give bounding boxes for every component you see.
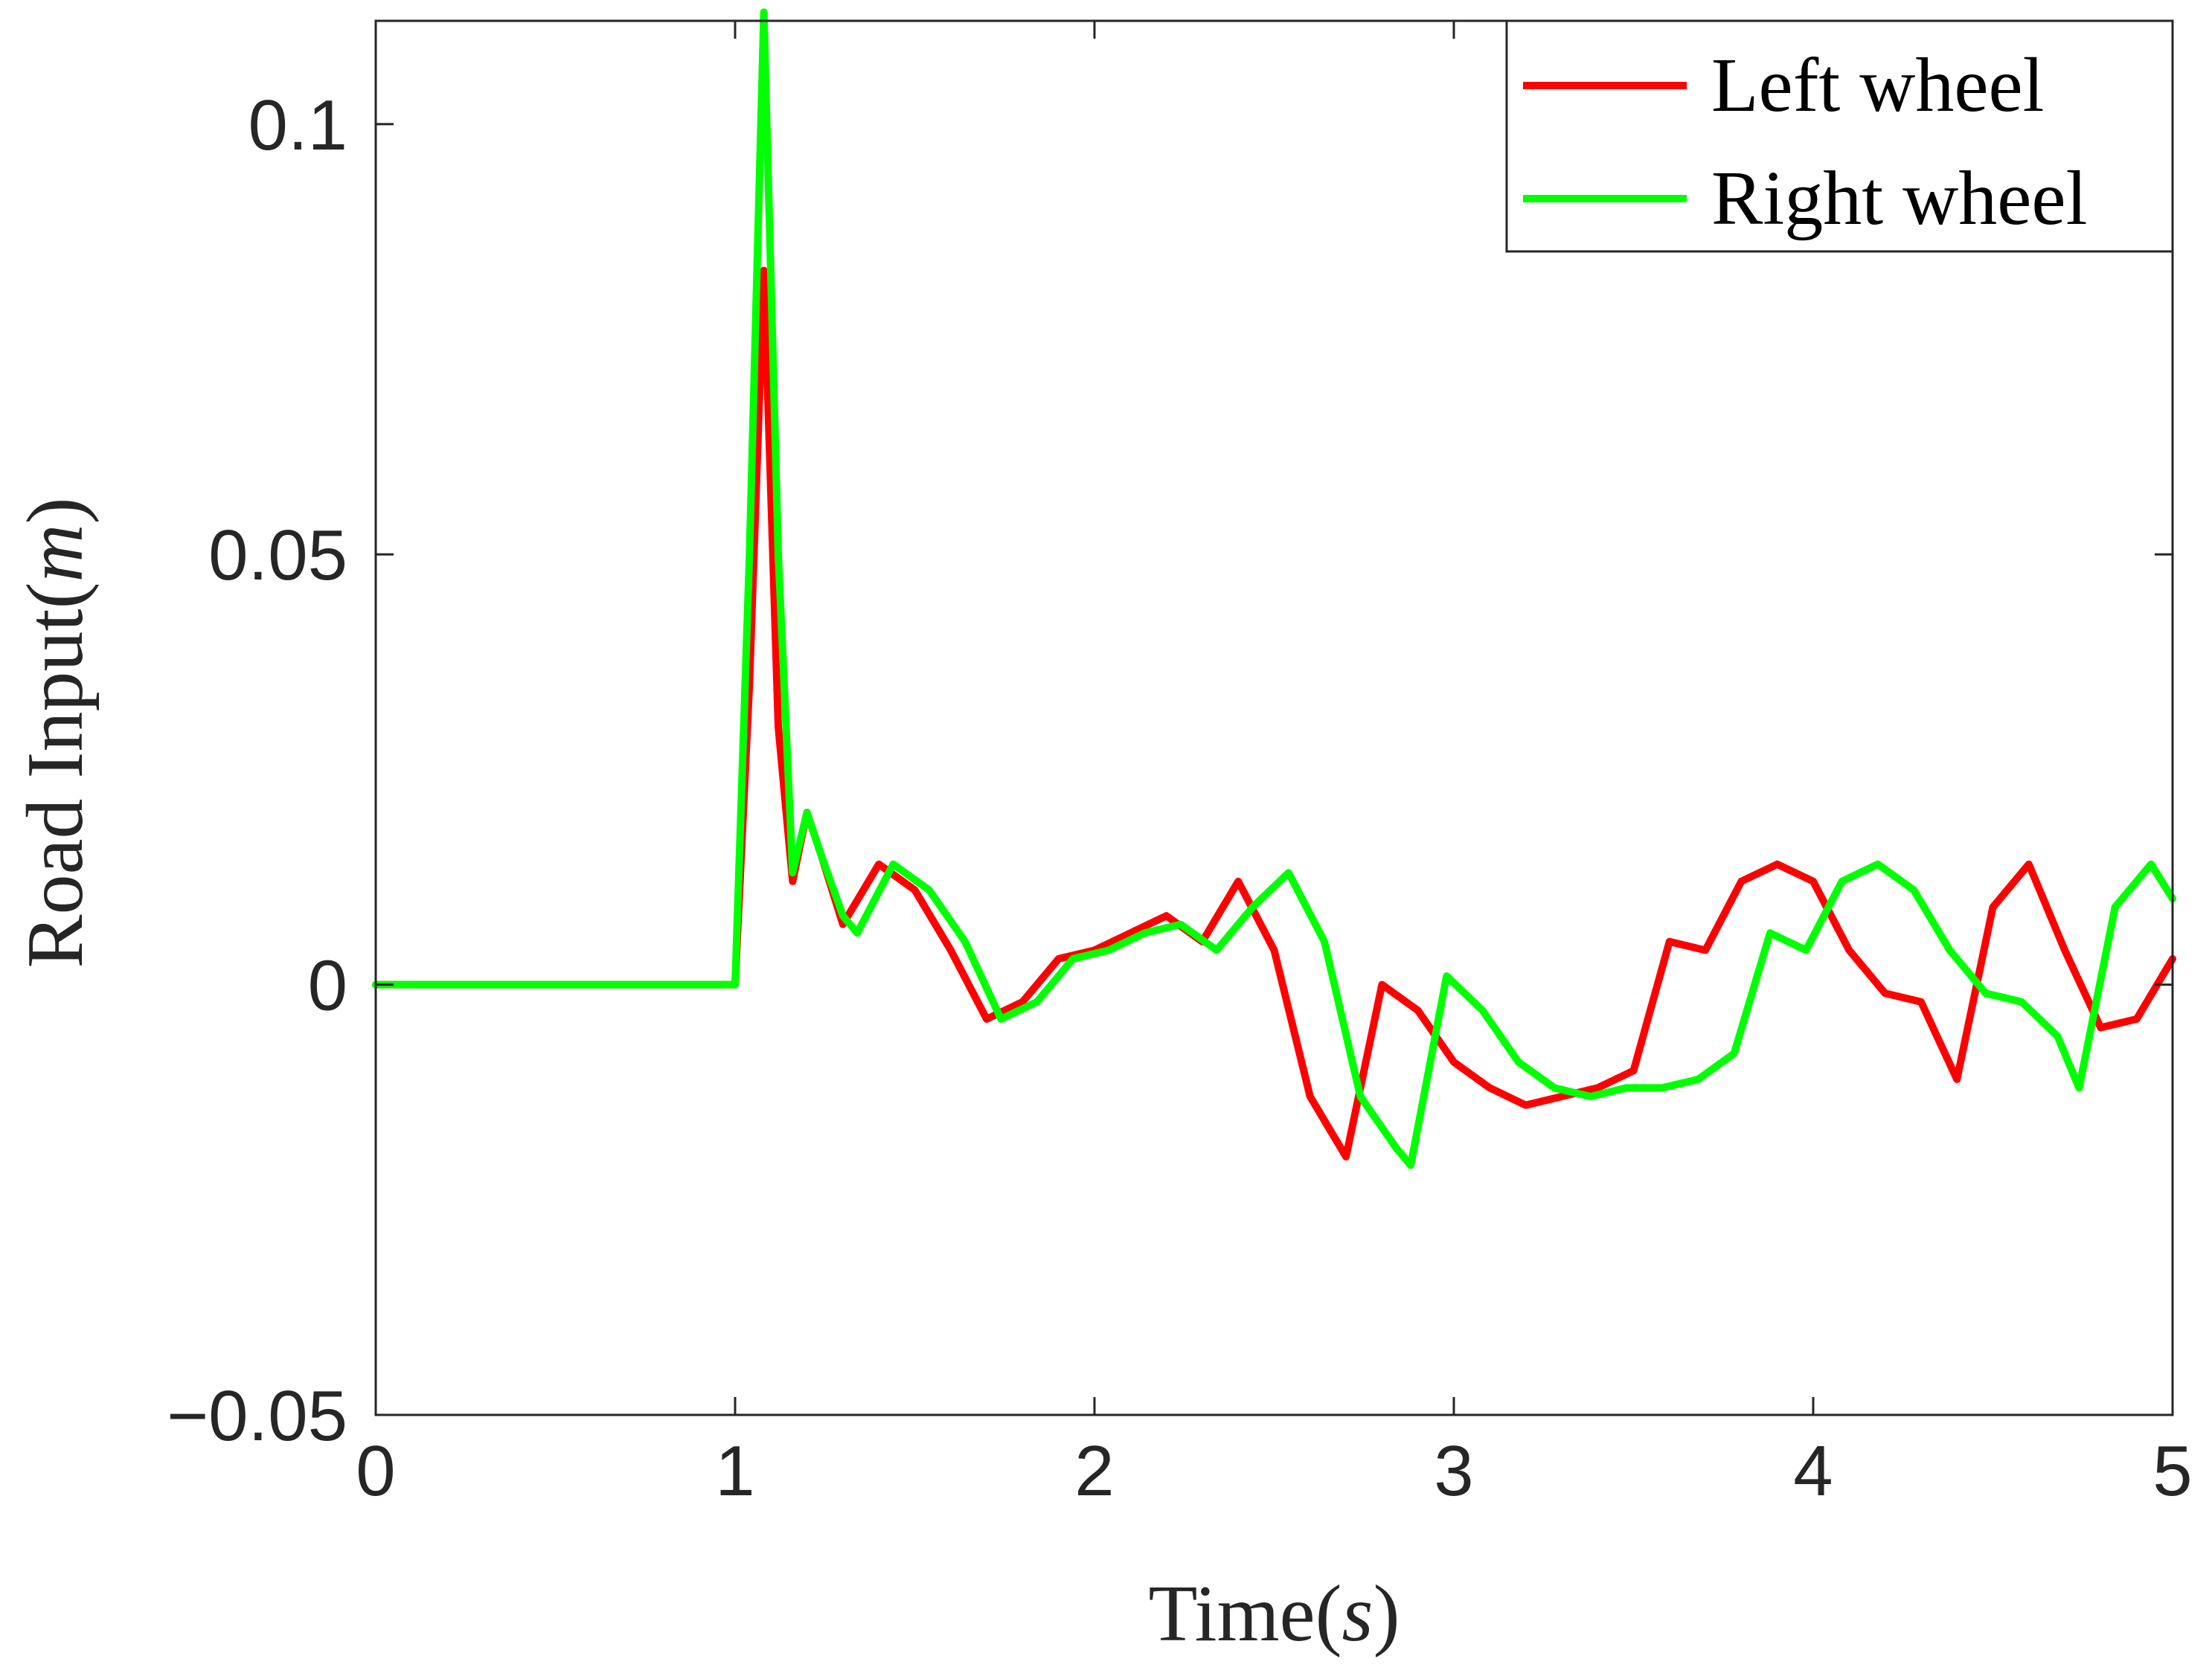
y-tick-label: 0.05 [208,516,347,595]
x-axis-title: Time(s) [1148,1570,1400,1658]
y-tick-label: 0 [308,946,347,1026]
x-tick-label: 0 [356,1431,395,1511]
series-line-right-wheel [372,8,2176,1169]
legend-label-right-wheel: Right wheel [1711,155,2087,241]
x-tick-label: 1 [715,1431,754,1511]
plot-box [374,19,2174,1416]
x-tick-label: 4 [1793,1431,1833,1511]
series-layer [372,8,2176,1169]
y-axis-title: Road Input(m) [11,498,100,969]
x-tick-label: 5 [2152,1431,2192,1511]
x-tick-label: 3 [1434,1431,1473,1511]
y-tick-label: 0.1 [249,86,347,165]
legend: Left wheel Right wheel [1505,19,2174,253]
plot-area [376,21,2173,1415]
legend-box [1505,19,2174,253]
x-tick-label: 2 [1074,1431,1114,1511]
legend-label-left-wheel: Left wheel [1711,42,2045,128]
y-tick-label: −0.05 [167,1376,347,1456]
